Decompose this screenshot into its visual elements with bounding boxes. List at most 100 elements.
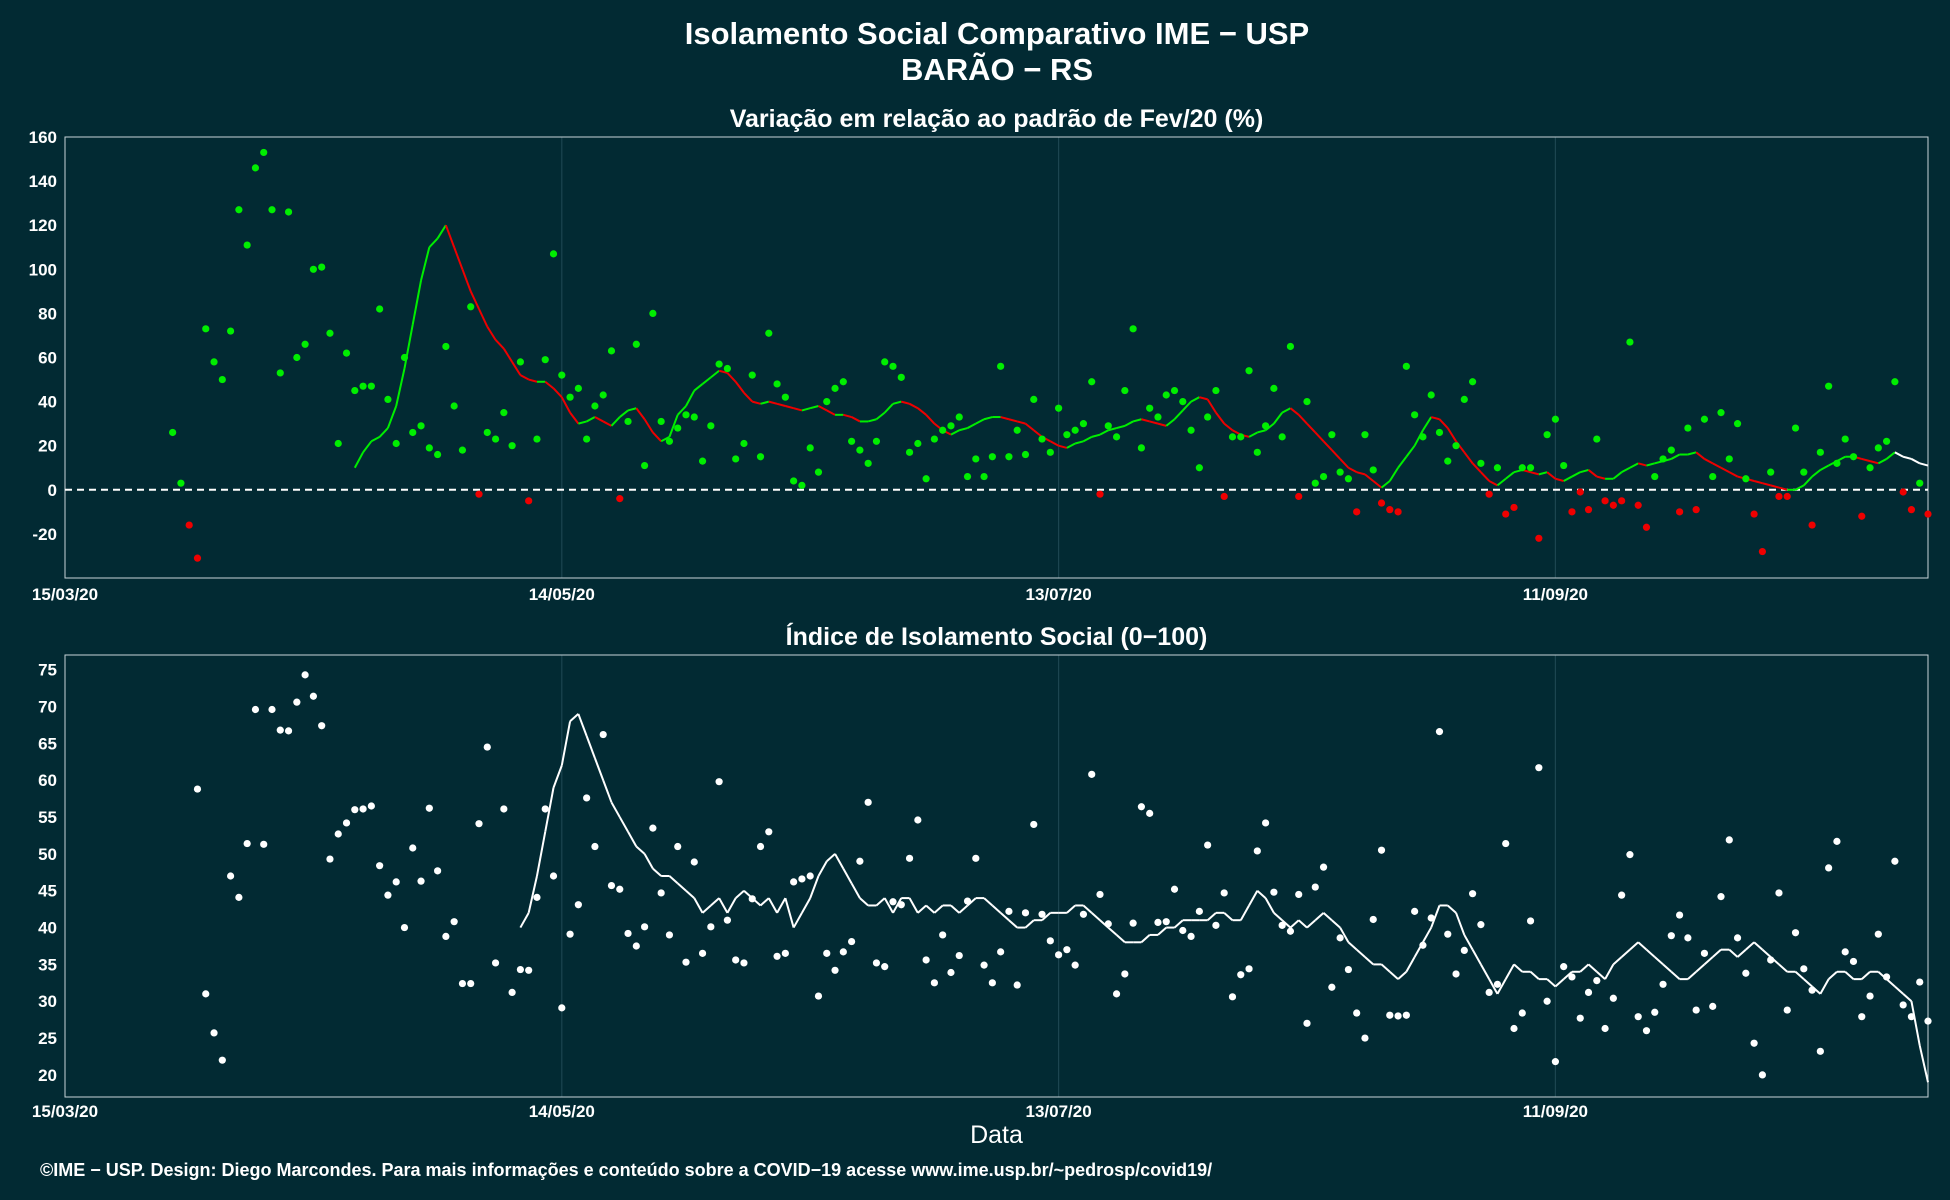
moving-average-segment xyxy=(668,414,679,438)
moving-average-segment xyxy=(908,897,919,914)
data-point xyxy=(1046,448,1054,456)
data-point xyxy=(1642,1027,1651,1035)
data-point xyxy=(516,965,525,974)
moving-average-segment xyxy=(411,280,423,325)
y-tick-label: 70 xyxy=(38,698,57,717)
data-point xyxy=(1121,386,1129,395)
data-point xyxy=(268,206,276,214)
data-point xyxy=(1783,1006,1791,1014)
moving-average-segment xyxy=(1264,897,1275,914)
data-point xyxy=(1816,1047,1824,1055)
moving-average-segment xyxy=(1803,978,1813,988)
data-point xyxy=(1593,977,1601,985)
moving-average-segment xyxy=(710,369,720,379)
data-point xyxy=(1253,847,1261,855)
moving-average-segment xyxy=(1405,445,1416,458)
data-point xyxy=(359,382,367,390)
moving-average-segment xyxy=(552,765,563,788)
data-point xyxy=(781,949,789,957)
data-point xyxy=(1162,918,1170,926)
moving-average-segment xyxy=(560,721,572,766)
data-point xyxy=(1783,492,1791,501)
moving-average-segment xyxy=(1082,904,1093,914)
data-point xyxy=(1204,841,1212,849)
data-point xyxy=(1386,506,1394,514)
data-point xyxy=(1179,398,1187,406)
data-point xyxy=(674,842,682,851)
data-point xyxy=(1891,857,1899,865)
moving-average-segment xyxy=(1239,904,1250,921)
moving-average-segment xyxy=(1306,919,1316,929)
y-tick-label: 40 xyxy=(38,919,57,938)
moving-average-segment xyxy=(883,897,894,914)
data-point xyxy=(1013,981,1021,989)
data-point xyxy=(1866,464,1874,472)
data-point xyxy=(1195,907,1203,915)
data-point xyxy=(227,327,235,335)
moving-average-segment xyxy=(693,383,704,392)
moving-average-segment xyxy=(577,713,588,737)
moving-average-segment xyxy=(1066,904,1076,914)
x-tick-label: 13/07/20 xyxy=(1026,1102,1092,1121)
data-point xyxy=(1477,459,1485,467)
y-tick-label: 35 xyxy=(38,955,57,974)
data-point xyxy=(1452,970,1460,978)
data-point xyxy=(293,698,301,706)
moving-average-segment xyxy=(1256,889,1267,899)
moving-average-segment xyxy=(826,409,836,416)
data-point xyxy=(1502,839,1510,848)
moving-average-segment xyxy=(1795,484,1805,491)
data-point xyxy=(508,988,516,996)
data-point xyxy=(235,893,243,901)
data-point xyxy=(359,805,367,813)
moving-average-segment xyxy=(544,787,555,832)
moving-average-segment xyxy=(793,407,803,412)
data-point xyxy=(1427,391,1435,399)
data-point xyxy=(1916,479,1924,487)
plot-frame xyxy=(64,654,1929,1098)
moving-average-segment xyxy=(1016,420,1026,425)
data-point xyxy=(1386,1011,1394,1019)
data-point xyxy=(351,806,359,814)
y-tick-label: 45 xyxy=(38,882,57,901)
moving-average-segment xyxy=(1273,412,1283,425)
data-point xyxy=(1717,893,1725,901)
moving-average-segment xyxy=(1364,473,1374,482)
data-point xyxy=(384,395,392,403)
moving-average-segment xyxy=(1770,484,1780,489)
moving-average-segment xyxy=(1463,934,1474,951)
moving-average-segment xyxy=(1728,948,1739,958)
moving-average-segment xyxy=(1620,948,1631,958)
moving-average-segment xyxy=(1736,948,1747,958)
data-point xyxy=(1063,946,1071,954)
data-point xyxy=(997,362,1005,370)
data-point xyxy=(707,923,715,931)
data-point xyxy=(442,342,450,351)
data-point xyxy=(897,373,905,381)
data-point xyxy=(814,992,823,1000)
moving-average-segment xyxy=(1778,963,1788,973)
data-point xyxy=(392,878,400,886)
data-point xyxy=(1833,459,1841,467)
data-point xyxy=(798,875,806,883)
moving-average-segment xyxy=(1621,466,1631,474)
moving-average-segment xyxy=(1480,963,1491,980)
moving-average-segment xyxy=(1339,458,1350,469)
moving-average-segment xyxy=(1811,469,1821,478)
moving-average-segment xyxy=(1513,963,1523,973)
moving-average-segment xyxy=(676,405,687,416)
data-point xyxy=(442,932,450,941)
data-point xyxy=(1146,404,1154,412)
moving-average-segment xyxy=(420,247,431,281)
data-point xyxy=(1800,965,1808,973)
moving-average-segment xyxy=(1339,927,1350,943)
data-point xyxy=(458,979,467,988)
moving-average-segment xyxy=(1563,971,1573,980)
data-point xyxy=(1427,914,1435,922)
data-point xyxy=(1369,466,1377,474)
data-point xyxy=(1112,990,1121,998)
moving-average-segment xyxy=(643,853,654,870)
x-tick-label: 11/09/20 xyxy=(1523,585,1588,604)
data-point xyxy=(1791,424,1800,432)
moving-average-segment xyxy=(1165,418,1176,427)
